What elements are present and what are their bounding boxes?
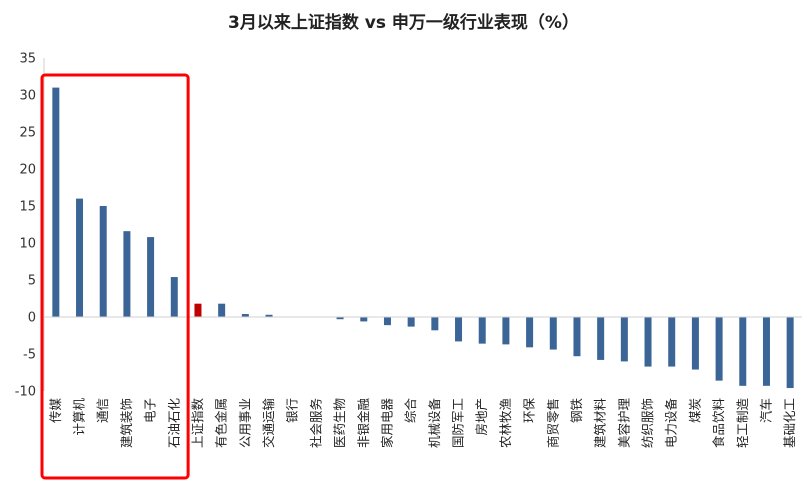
x-tick-label: 环保 [522, 398, 537, 424]
x-tick-label: 国防军工 [451, 398, 466, 448]
x-tick-label: 汽车 [758, 398, 773, 423]
x-tick-label: 农林牧渔 [498, 398, 513, 448]
x-tick-label: 有色金属 [214, 398, 229, 448]
x-tick-label: 电子 [143, 398, 158, 423]
x-tick-label: 基础化工 [782, 398, 797, 448]
bar [194, 303, 202, 317]
bar [123, 231, 131, 317]
y-tick-label: -5 [23, 348, 36, 363]
bar [265, 314, 273, 317]
bar [478, 317, 486, 344]
bar [597, 317, 605, 360]
bar [336, 317, 344, 320]
bar [549, 317, 557, 350]
x-tick-label: 社会服务 [308, 398, 323, 448]
y-tick-label: 20 [19, 163, 36, 178]
bars [52, 87, 794, 389]
bar [52, 87, 60, 317]
x-tick-label: 计算机 [72, 398, 87, 436]
x-tick-label: 综合 [403, 398, 418, 424]
x-tick-label: 纺织服饰 [640, 398, 655, 448]
bar [383, 317, 391, 326]
bar [455, 317, 463, 342]
x-tick-label: 建筑装饰 [119, 398, 134, 448]
x-tick-label: 商贸零售 [545, 398, 560, 448]
y-tick-label: 15 [19, 200, 36, 215]
bar [99, 206, 107, 317]
bar [739, 317, 747, 386]
y-tick-labels: 35 30 25 20 15 10 5 0 -5 -10 [15, 52, 36, 400]
y-tick-label: 5 [28, 274, 36, 289]
y-tick-label: 30 [19, 89, 36, 104]
highlight-box [40, 73, 190, 480]
bar [526, 317, 534, 348]
x-tick-label: 家用电器 [379, 398, 394, 449]
bar [573, 317, 581, 357]
x-tick-label: 钢铁 [569, 398, 584, 424]
x-tick-label: 通信 [95, 398, 110, 423]
x-tick-label: 交通运输 [261, 398, 276, 449]
bar [691, 317, 699, 370]
bar [502, 317, 510, 345]
x-tick-label: 医药生物 [332, 398, 347, 448]
x-tick-label: 公用事业 [237, 398, 252, 448]
x-tick-label: 非银金融 [356, 398, 371, 449]
bar [76, 198, 84, 317]
bar [407, 317, 415, 327]
bar [620, 317, 628, 362]
x-tick-label: 煤炭 [687, 398, 702, 423]
x-tick-label: 房地产 [474, 398, 489, 436]
x-tick-labels: 传媒 计算机 通信 建筑装饰 电子 石油石化 上证指数 有色金属 公用事业 交通运输 银行 社会服务医… [48, 398, 797, 449]
bar [644, 317, 652, 367]
x-tick-label: 上证指数 [190, 398, 205, 449]
bar [762, 317, 770, 386]
chart-title: 3月以来上证指数 vs 申万一级行业表现（%） [228, 13, 579, 33]
bar [786, 317, 794, 389]
x-tick-label: 石油石化 [166, 398, 181, 449]
x-tick-label: 建筑材料 [593, 398, 608, 449]
x-tick-label: 美容护理 [616, 398, 631, 449]
bar [715, 317, 723, 381]
x-tick-label: 电力设备 [664, 398, 679, 449]
y-tick-label: 10 [19, 237, 36, 252]
bar [241, 314, 249, 317]
x-tick-label: 食品饮料 [711, 398, 726, 449]
x-tick-label: 轻工制造 [735, 398, 750, 449]
bar [147, 237, 155, 317]
y-tick-label: 25 [19, 126, 36, 141]
x-tick-label: 机械设备 [427, 398, 442, 449]
bar [668, 317, 676, 367]
y-tick-label: -10 [15, 385, 36, 400]
bar [170, 277, 178, 317]
x-tick-label: 传媒 [48, 398, 63, 424]
y-tick-label: 0 [28, 311, 36, 326]
bar [360, 317, 368, 322]
bar [431, 317, 439, 331]
x-tick-label: 银行 [285, 398, 300, 423]
bar [218, 303, 226, 317]
y-tick-label: 35 [19, 52, 36, 67]
